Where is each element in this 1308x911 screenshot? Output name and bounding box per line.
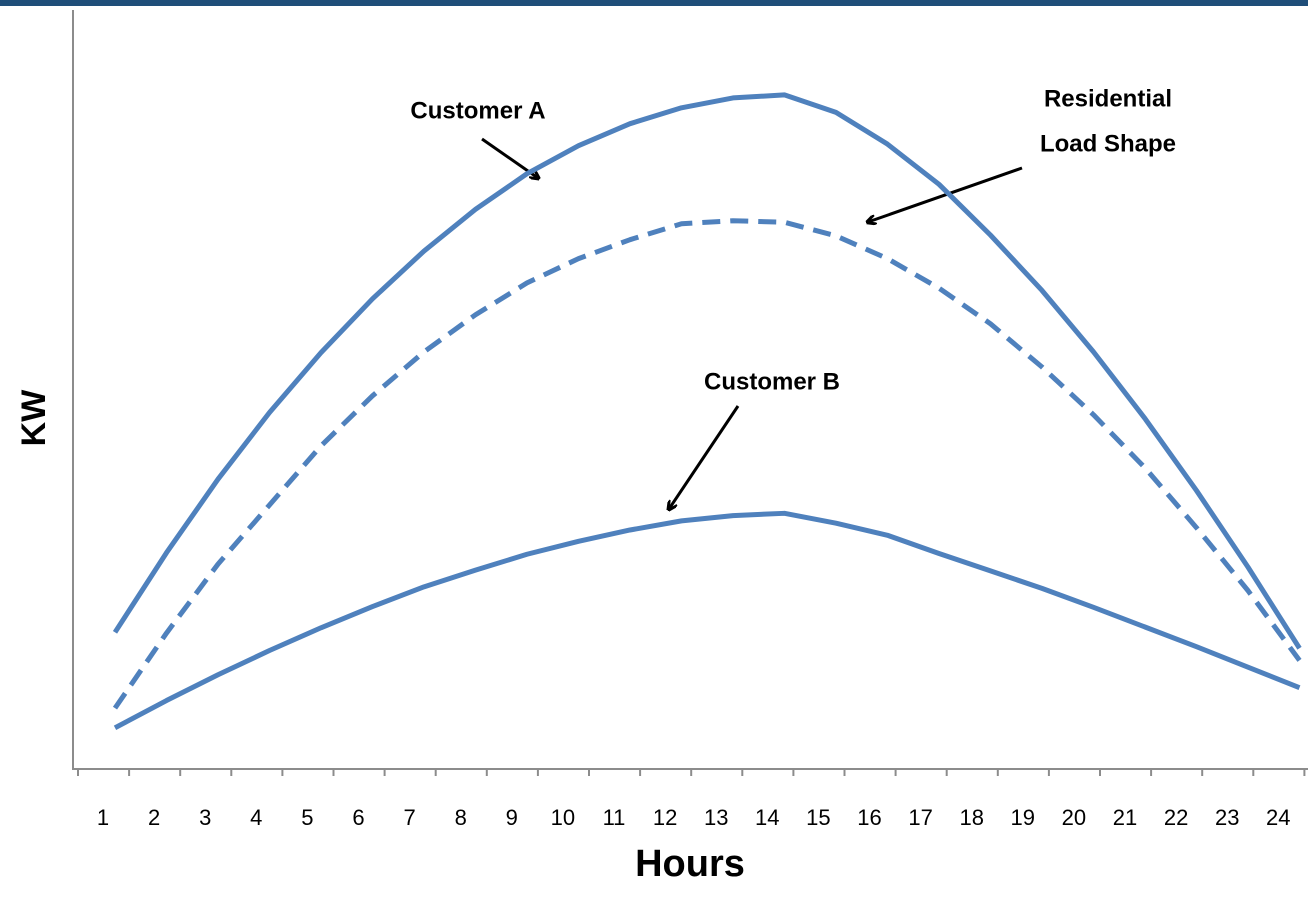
annotation: Customer B bbox=[704, 368, 840, 395]
line-series bbox=[113, 510, 1301, 731]
top-bar bbox=[0, 0, 1308, 6]
arrow bbox=[669, 405, 740, 509]
x-tick-label: 6 bbox=[352, 805, 364, 830]
annotation: Residential bbox=[1044, 85, 1172, 112]
x-tick-label: 17 bbox=[908, 805, 932, 830]
x-tick-label: 13 bbox=[704, 805, 728, 830]
x-tick-label: 21 bbox=[1113, 805, 1137, 830]
x-tick-label: 1 bbox=[97, 805, 109, 830]
annotation: Load Shape bbox=[1040, 130, 1176, 157]
x-tick-label: 20 bbox=[1062, 805, 1086, 830]
x-tick-label: 7 bbox=[403, 805, 415, 830]
x-axis-title: Hours bbox=[635, 843, 745, 885]
arrow bbox=[868, 166, 1023, 222]
x-tick-label: 18 bbox=[959, 805, 983, 830]
x-tick-label: 2 bbox=[148, 805, 160, 830]
x-tick-label: 3 bbox=[199, 805, 211, 830]
x-tick-label: 4 bbox=[250, 805, 262, 830]
line-series bbox=[112, 218, 1302, 710]
x-tick-label: 22 bbox=[1164, 805, 1188, 830]
x-tick-label: 19 bbox=[1011, 805, 1035, 830]
x-tick-label: 23 bbox=[1215, 805, 1239, 830]
y-axis-title: KW bbox=[15, 389, 53, 447]
x-tick-label: 24 bbox=[1266, 805, 1290, 830]
x-tick-label: 16 bbox=[857, 805, 881, 830]
x-tick-label: 12 bbox=[653, 805, 677, 830]
annotation: Customer A bbox=[410, 97, 545, 124]
x-tick-label: 14 bbox=[755, 805, 779, 830]
line-series bbox=[112, 92, 1302, 650]
x-tick-label: 5 bbox=[301, 805, 313, 830]
x-tick-label: 11 bbox=[603, 805, 626, 830]
x-tick-label: 9 bbox=[506, 805, 518, 830]
x-tick-label: 8 bbox=[455, 805, 467, 830]
x-tick-label: 10 bbox=[551, 805, 575, 830]
x-tick-label: 15 bbox=[806, 805, 830, 830]
